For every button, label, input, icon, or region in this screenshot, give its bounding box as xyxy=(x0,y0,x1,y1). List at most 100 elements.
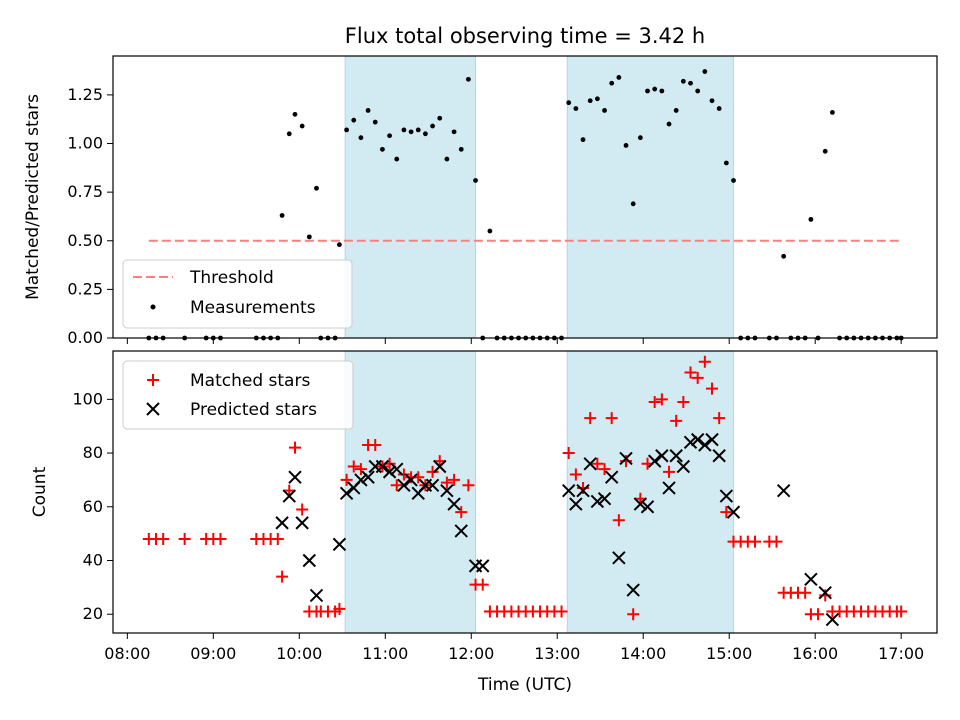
predicted-star-point xyxy=(302,553,317,568)
measurement-point xyxy=(314,185,319,191)
predicted-star-point xyxy=(404,473,418,487)
matched-star-point xyxy=(555,605,568,618)
x-tick-label: 08:00 xyxy=(104,644,150,663)
predicted-star-point xyxy=(433,459,447,474)
measurement-point xyxy=(473,178,478,183)
matched-star-point xyxy=(648,396,661,409)
predicted-star-point xyxy=(604,470,619,484)
x-tick-label: 16:00 xyxy=(792,644,838,663)
predicted-star-point xyxy=(562,483,576,498)
predicted-star-point xyxy=(339,486,354,501)
bottom-y-tick-label: 60 xyxy=(83,497,103,516)
matched-star-point xyxy=(426,465,439,478)
observing-window xyxy=(344,350,477,634)
measurement-point xyxy=(781,253,787,259)
matched-star-point xyxy=(720,506,733,519)
predicted-star-point xyxy=(726,505,741,519)
measurement-point xyxy=(594,96,600,102)
measurement-point xyxy=(337,242,342,248)
measurement-point xyxy=(465,76,471,82)
measurement-point xyxy=(423,131,428,137)
predicted-star-point xyxy=(382,465,397,479)
matched-star-point xyxy=(448,473,461,486)
top-y-tick-label: 1.25 xyxy=(67,85,103,104)
bottom-y-tick-label: 40 xyxy=(83,550,103,569)
top-y-tick-label: 1.00 xyxy=(67,134,103,153)
measurement-point xyxy=(645,88,650,94)
matched-star-point xyxy=(462,479,475,492)
matched-star-point xyxy=(397,468,410,481)
predicted-star-point xyxy=(705,432,719,447)
top-plot-frame xyxy=(112,55,938,339)
measurement-point xyxy=(566,100,572,106)
measurement-point xyxy=(602,108,607,113)
predicted-star-point xyxy=(375,459,390,474)
predicted-star-point xyxy=(288,470,302,484)
matched-star-point xyxy=(627,608,640,621)
matched-star-point xyxy=(455,506,468,519)
bottom-panel: 20 40 60 80 100 08:00 09:00 10:00 11:00 12:00 13:… xyxy=(30,350,938,695)
matched-star-point xyxy=(770,535,783,548)
observing-window xyxy=(566,350,735,634)
observing-window xyxy=(344,55,477,339)
matched-star-point xyxy=(698,355,711,368)
matched-star-point xyxy=(476,578,489,591)
measurement-point xyxy=(299,123,305,129)
matched-star-point xyxy=(333,602,346,615)
matched-star-point xyxy=(569,468,582,481)
legend-matched-swatch xyxy=(147,374,159,386)
legend-measurements-label: Measurements xyxy=(190,298,316,318)
measurement-point xyxy=(387,133,392,139)
measurement-point xyxy=(286,131,292,137)
measurement-point xyxy=(580,137,586,143)
predicted-star-point xyxy=(583,457,597,471)
bottom-legend-box xyxy=(122,360,354,430)
predicted-star-point xyxy=(804,572,818,586)
top-legend-box xyxy=(122,259,353,329)
measurement-point xyxy=(292,111,298,117)
predicted-star-point xyxy=(282,489,296,503)
measurement-point xyxy=(680,78,686,84)
x-tick-label: 11:00 xyxy=(362,644,408,663)
matched-star-point xyxy=(812,608,825,621)
measurement-point xyxy=(408,129,414,135)
measurement-point xyxy=(666,121,672,127)
top-panel: 0.00 0.25 0.50 0.75 1.00 1.25 Matched/Predict… xyxy=(23,55,938,347)
predicted-star-point xyxy=(354,473,368,487)
legend-matched-label: Matched stars xyxy=(190,371,310,391)
matched-star-point xyxy=(340,473,353,486)
matched-star-point xyxy=(677,396,690,409)
top-y-tick-label: 0.50 xyxy=(67,231,103,250)
x-tick-label: 13:00 xyxy=(534,644,580,663)
matched-star-point xyxy=(440,476,453,489)
top-legend: Threshold Measurements xyxy=(122,259,353,329)
measurement-point xyxy=(401,127,407,133)
predicted-star-point xyxy=(676,459,691,474)
predicted-star-point xyxy=(275,516,289,530)
measurement-point xyxy=(372,119,378,125)
predicted-star-point xyxy=(454,524,468,538)
matched-star-point xyxy=(819,589,832,602)
matched-star-point xyxy=(562,447,575,460)
predicted-star-point xyxy=(776,483,791,498)
matched-star-point xyxy=(157,533,170,545)
predicted-star-point xyxy=(361,470,375,484)
matched-star-point xyxy=(369,439,382,451)
predicted-star-point xyxy=(669,449,683,463)
measurement-point xyxy=(306,234,312,240)
x-tick-label: 17:00 xyxy=(878,644,924,663)
predicted-star-point xyxy=(590,494,605,509)
matched-star-point xyxy=(670,414,683,427)
predicted-star-point xyxy=(619,451,633,466)
matched-star-point xyxy=(347,460,360,473)
measurement-point xyxy=(822,148,828,154)
matched-star-point xyxy=(598,463,611,476)
matched-star-point xyxy=(178,533,191,545)
matched-star-point xyxy=(691,371,704,384)
measurement-point xyxy=(652,86,658,92)
observing-window xyxy=(566,55,735,339)
matched-star-point xyxy=(584,412,597,425)
top-y-tick-label: 0.75 xyxy=(67,182,103,201)
measurement-point xyxy=(637,135,643,141)
predicted-star-point xyxy=(612,551,626,565)
